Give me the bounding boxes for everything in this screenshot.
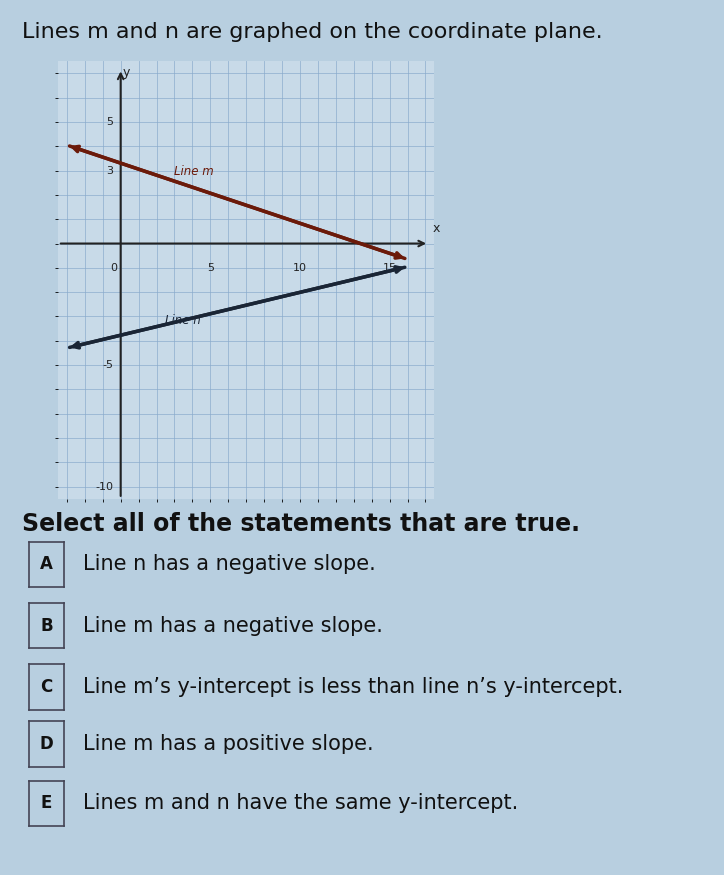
Text: Line m’s y-intercept is less than line n’s y-intercept.: Line m’s y-intercept is less than line n… <box>83 677 623 696</box>
Text: Line n has a negative slope.: Line n has a negative slope. <box>83 555 376 574</box>
Text: -5: -5 <box>103 360 114 370</box>
Text: 0: 0 <box>110 263 117 273</box>
Text: D: D <box>40 735 53 752</box>
Text: Line n: Line n <box>166 314 201 326</box>
Text: -10: -10 <box>96 481 114 492</box>
Text: E: E <box>41 794 52 812</box>
Text: x: x <box>433 222 440 235</box>
Text: Lines m and n have the same y-intercept.: Lines m and n have the same y-intercept. <box>83 794 518 813</box>
Text: Line m has a positive slope.: Line m has a positive slope. <box>83 734 374 753</box>
Text: Select all of the statements that are true.: Select all of the statements that are tr… <box>22 512 580 536</box>
Text: A: A <box>40 556 53 573</box>
Text: B: B <box>40 617 53 634</box>
Text: Line m has a negative slope.: Line m has a negative slope. <box>83 616 383 635</box>
Text: Lines m and n are graphed on the coordinate plane.: Lines m and n are graphed on the coordin… <box>22 22 602 42</box>
Text: 5: 5 <box>106 117 114 127</box>
Text: y: y <box>122 66 130 79</box>
Text: 5: 5 <box>207 263 214 273</box>
Text: 10: 10 <box>293 263 307 273</box>
Text: Line m: Line m <box>174 165 214 178</box>
Text: 15: 15 <box>382 263 397 273</box>
Text: C: C <box>41 678 52 696</box>
Text: 3: 3 <box>106 165 114 176</box>
